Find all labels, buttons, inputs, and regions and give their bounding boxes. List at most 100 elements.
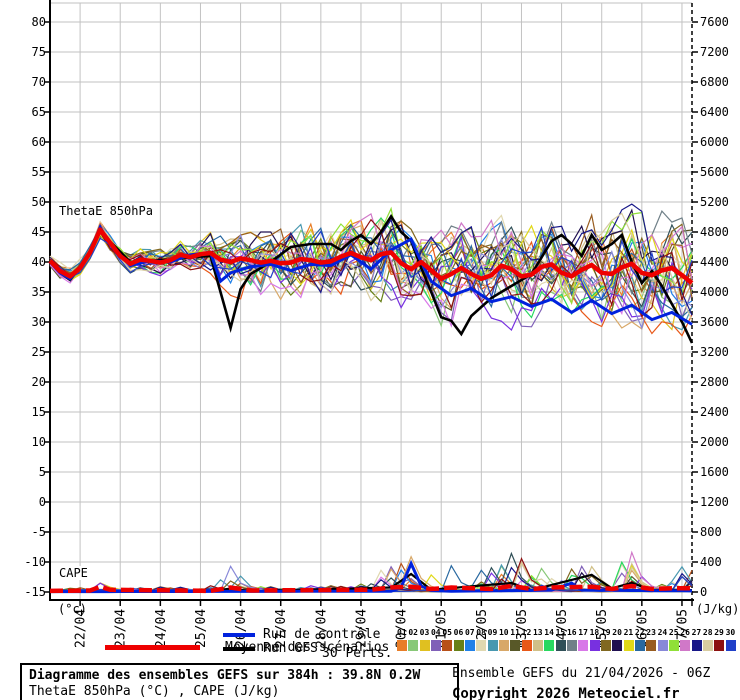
pert-color-legend: 01 02 03 04 05 06 07 08 09 10 11 12 13 14 15 16 17 18 19 20… xyxy=(397,628,740,652)
date-tick-label: 28/04 xyxy=(314,609,329,648)
date-tick-label: 25/04 xyxy=(194,609,209,648)
pert-number: 29 xyxy=(714,628,724,637)
pert-number: 20 xyxy=(612,628,622,637)
left-tick-label: 0 xyxy=(39,495,46,509)
cape-series-label: CAPE xyxy=(57,566,90,580)
thetae-series-label: ThetaE 850hPa xyxy=(57,204,155,218)
right-tick-label: 7600 xyxy=(700,15,729,29)
left-tick-label: 60 xyxy=(32,135,46,149)
pert-color-swatch xyxy=(702,640,713,651)
right-tick-label: 2000 xyxy=(700,435,729,449)
chart-title: Diagramme des ensembles GEFS sur 384h : … xyxy=(29,668,421,683)
pert-color-swatch xyxy=(714,640,725,651)
pert-color-swatch xyxy=(442,640,453,651)
pert-color-swatch xyxy=(555,640,566,651)
pert-number: 18 xyxy=(589,628,600,637)
pert-number: 02 xyxy=(408,628,418,637)
pert-color-swatch xyxy=(510,640,521,651)
date-tick-label: 24/04 xyxy=(154,609,169,648)
axis-tick-labels: 80757065605550454035302520151050-5-10-15… xyxy=(24,15,729,648)
mean-cape-line xyxy=(49,583,692,594)
pert-number: 05 xyxy=(442,628,452,637)
date-tick-label: 29/04 xyxy=(354,609,369,648)
left-tick-label: 15 xyxy=(32,405,46,419)
pert-color-swatch xyxy=(476,640,487,651)
date-tick-label: 26/04 xyxy=(234,609,249,648)
pert-number: 01 xyxy=(397,628,407,637)
pert-color-swatch xyxy=(589,640,600,651)
pert-color-swatch xyxy=(430,640,441,651)
right-tick-label: 0 xyxy=(700,585,707,599)
left-tick-label: -15 xyxy=(24,585,46,599)
date-tick-label: 07/05 xyxy=(675,609,690,648)
pert-color-swatch xyxy=(668,640,679,651)
right-tick-label: 5600 xyxy=(700,165,729,179)
pert-number: 21 xyxy=(623,628,634,637)
member-thetae-line xyxy=(49,209,693,299)
left-tick-label: 65 xyxy=(32,105,46,119)
pert-number: 28 xyxy=(702,628,713,637)
pert-color-swatch xyxy=(521,640,532,651)
right-tick-label: 3600 xyxy=(700,315,729,329)
pert-number: 19 xyxy=(600,628,611,637)
perts-legend-label: 30 Perts. xyxy=(322,646,393,661)
pert-number: 13 xyxy=(532,628,543,637)
date-tick-label: 03/05 xyxy=(515,609,530,648)
left-tick-label: 55 xyxy=(32,165,46,179)
mean-legend-label: Moyenne des scénarios xyxy=(225,640,390,655)
right-axis-unit: (J/kg) xyxy=(696,602,740,616)
right-tick-label: 4800 xyxy=(700,225,729,239)
left-tick-label: 25 xyxy=(32,345,46,359)
mean-thetae-line xyxy=(48,227,694,285)
date-tick-label: 04/05 xyxy=(555,609,570,648)
pert-color-swatch xyxy=(464,640,475,651)
member-thetae-line xyxy=(49,217,693,319)
left-tick-label: 40 xyxy=(32,255,46,269)
right-tick-label: 800 xyxy=(700,525,722,539)
date-tick-label: 22/04 xyxy=(74,609,89,648)
right-tick-label: 6000 xyxy=(700,135,729,149)
pert-color-swatch xyxy=(544,640,555,651)
date-tick-label: 30/04 xyxy=(395,609,410,648)
right-tick-label: 1600 xyxy=(700,465,729,479)
mean-legend-swatch xyxy=(105,645,200,650)
pert-number: 07 xyxy=(464,628,475,637)
left-tick-label: 75 xyxy=(32,45,46,59)
pert-number: 03 xyxy=(419,628,430,637)
gfs-legend-swatch xyxy=(223,647,255,651)
pert-color-swatch xyxy=(453,640,464,651)
pert-color-swatch xyxy=(657,640,668,651)
pert-number: 06 xyxy=(453,628,464,637)
left-tick-label: 70 xyxy=(32,75,46,89)
pert-color-swatch xyxy=(600,640,611,651)
left-tick-label: 45 xyxy=(32,225,46,239)
pert-color-swatch xyxy=(578,640,589,651)
right-tick-label: 4000 xyxy=(700,285,729,299)
right-tick-label: 2400 xyxy=(700,405,729,419)
left-tick-label: 20 xyxy=(32,375,46,389)
pert-color-swatch xyxy=(408,640,419,651)
left-tick-label: -10 xyxy=(24,555,46,569)
main-run-lines xyxy=(48,213,694,594)
chart-info-box: Diagramme des ensembles GEFS sur 384h : … xyxy=(20,663,459,700)
left-tick-label: 80 xyxy=(32,15,46,29)
pert-number: 25 xyxy=(668,628,679,637)
date-tick-label: 02/05 xyxy=(475,609,490,648)
date-tick-label: 05/05 xyxy=(595,609,610,648)
pert-number: 10 xyxy=(498,628,509,637)
right-tick-label: 400 xyxy=(700,555,722,569)
pert-number: 04 xyxy=(430,628,441,637)
pert-number: 23 xyxy=(646,628,656,637)
date-tick-label: 01/05 xyxy=(435,609,450,648)
pert-number: 26 xyxy=(680,628,690,637)
pert-number: 24 xyxy=(657,628,668,637)
copyright: Copyright 2026 Meteociel.fr xyxy=(452,686,680,700)
member-thetae-line xyxy=(49,218,693,299)
pert-color-swatch xyxy=(680,640,691,651)
date-tick-label: 06/05 xyxy=(635,609,650,648)
date-tick-label: 27/04 xyxy=(274,609,289,648)
pert-number: 12 xyxy=(521,628,532,637)
right-tick-label: 7200 xyxy=(700,45,729,59)
right-tick-label: 1200 xyxy=(700,495,729,509)
pert-color-swatch xyxy=(487,640,498,651)
